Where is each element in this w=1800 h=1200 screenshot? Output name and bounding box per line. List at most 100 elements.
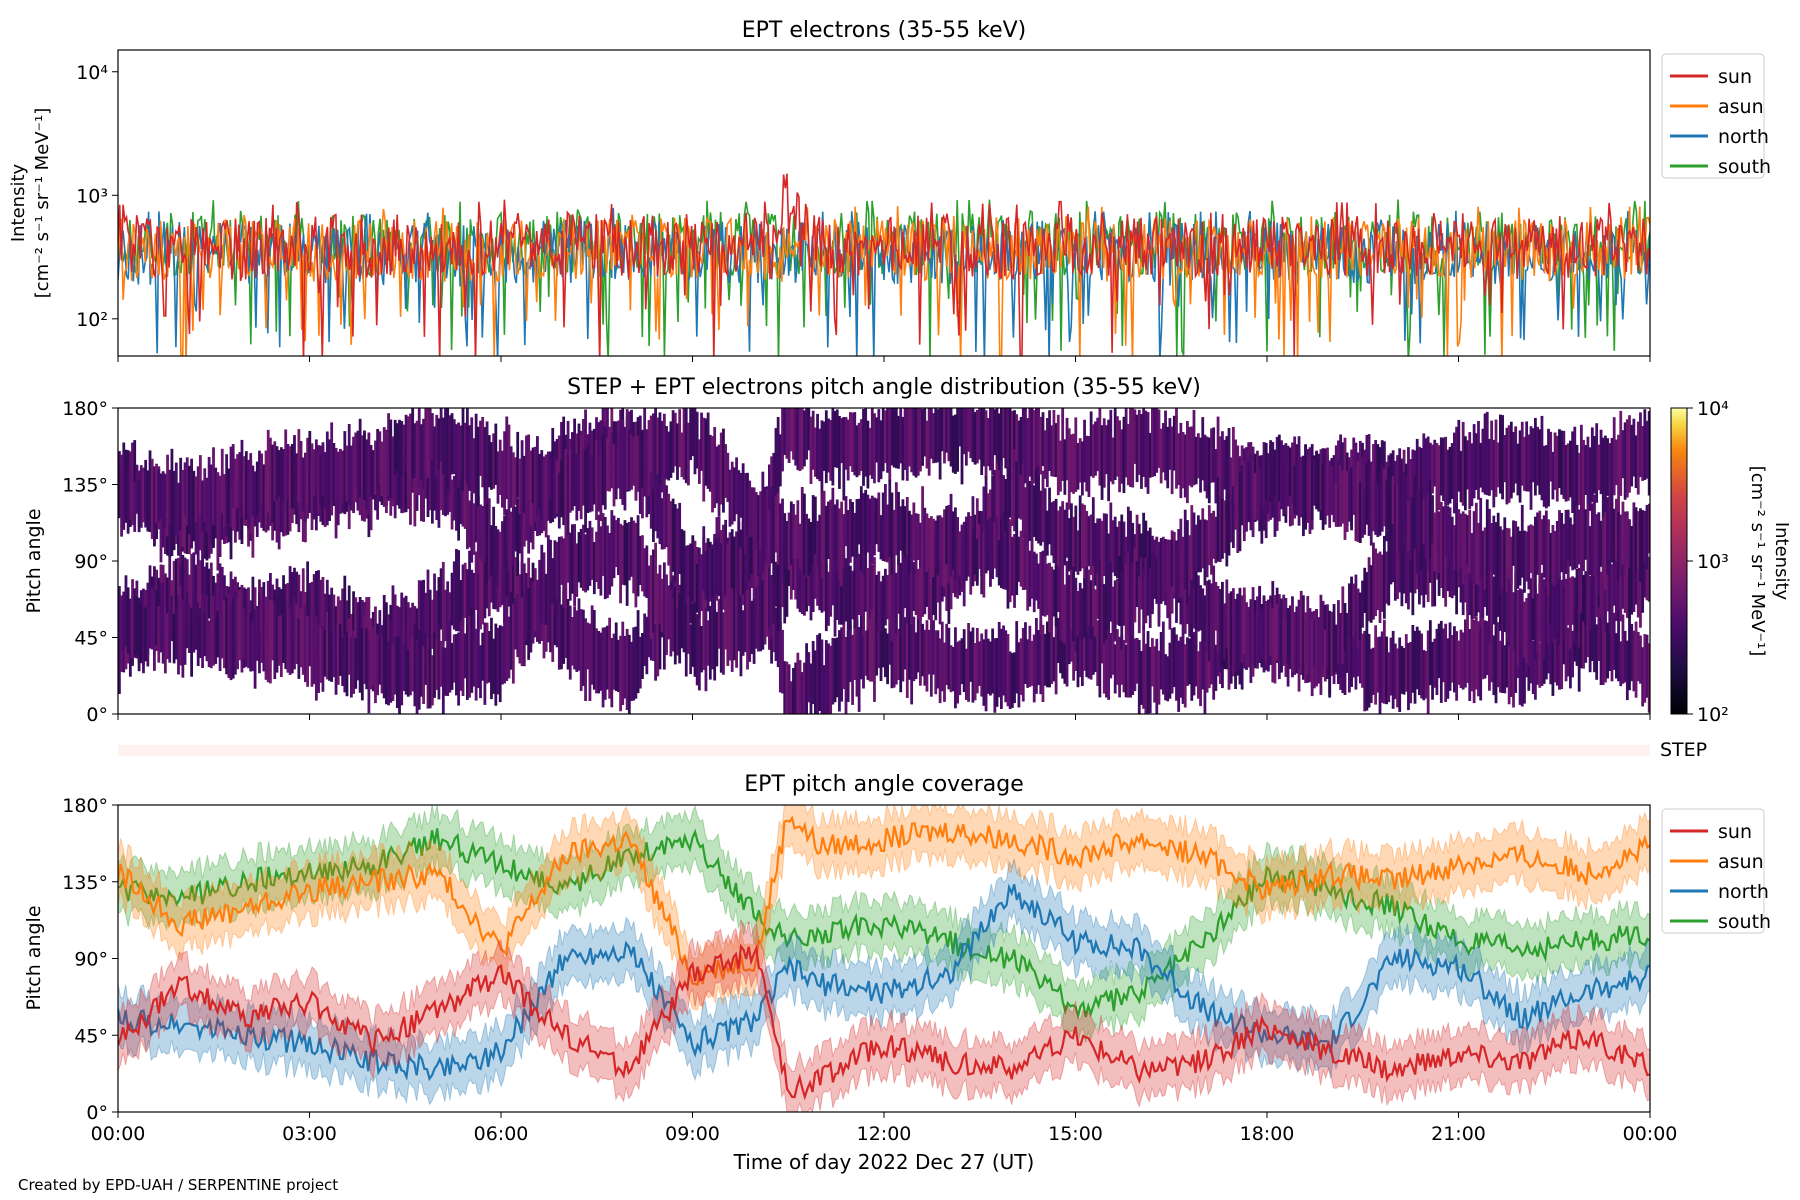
pad-cell bbox=[658, 600, 662, 670]
pad-cell bbox=[1015, 461, 1019, 538]
pad-cell bbox=[1496, 512, 1500, 575]
pad-cell bbox=[1076, 611, 1080, 688]
pad-cell bbox=[592, 610, 596, 690]
pad-cell bbox=[1028, 550, 1032, 607]
pad-cell bbox=[319, 627, 323, 683]
pad-cell bbox=[354, 637, 358, 689]
pad-cell bbox=[1595, 568, 1599, 618]
pad-cell bbox=[1032, 551, 1036, 613]
pad-cell bbox=[1540, 519, 1544, 565]
pad-cell bbox=[927, 629, 931, 675]
pad-cell bbox=[203, 612, 207, 657]
pad-cell bbox=[647, 420, 651, 497]
pad-cell bbox=[1393, 484, 1397, 529]
pad-cell bbox=[803, 493, 806, 576]
pad-cell bbox=[581, 524, 585, 591]
pad-cell bbox=[1409, 641, 1413, 704]
pad-cell bbox=[857, 553, 861, 615]
pad-cell bbox=[1466, 605, 1469, 683]
pad-cell bbox=[1601, 605, 1605, 685]
pad-cell bbox=[811, 410, 815, 470]
pad-cell bbox=[894, 572, 898, 634]
pad-cell bbox=[181, 555, 185, 628]
pad-cell bbox=[778, 503, 782, 576]
pad-cell bbox=[943, 642, 946, 702]
pad-cell bbox=[816, 634, 819, 714]
pad-cell bbox=[546, 468, 550, 521]
pad-cell bbox=[251, 465, 255, 517]
intensity-xticks bbox=[117, 356, 1651, 362]
pad-cell bbox=[1470, 533, 1474, 582]
pad-cell bbox=[761, 580, 765, 650]
pad-cell bbox=[446, 408, 450, 490]
pad-cell bbox=[1043, 430, 1047, 479]
pad-cell bbox=[126, 587, 130, 654]
pad-cell bbox=[529, 450, 533, 526]
pad-cell bbox=[214, 582, 218, 634]
coverage-xtick-label: 03:00 bbox=[282, 1123, 337, 1145]
pad-cell bbox=[157, 606, 161, 663]
pad-cell bbox=[1008, 408, 1012, 463]
pad-cell bbox=[1420, 448, 1423, 513]
pad-cell bbox=[1409, 497, 1413, 561]
pad-cell bbox=[798, 660, 802, 714]
pad-cell bbox=[566, 420, 570, 476]
pad-cell bbox=[507, 496, 511, 571]
pad-cell bbox=[1015, 521, 1019, 595]
pad-cell bbox=[1188, 427, 1191, 486]
pad-cell bbox=[682, 530, 686, 602]
pad-cell bbox=[1380, 464, 1384, 532]
pad-cell bbox=[459, 425, 463, 481]
pad-cell bbox=[1586, 436, 1590, 515]
pad-cell bbox=[614, 622, 618, 691]
pad-cell bbox=[1428, 620, 1432, 686]
intensity-ylabel-line2: [cm⁻² s⁻¹ sr⁻¹ MeV⁻¹] bbox=[32, 108, 53, 299]
pad-cell bbox=[999, 628, 1003, 709]
pad-cell bbox=[124, 575, 128, 647]
pad-cell bbox=[1312, 620, 1316, 667]
pad-cell bbox=[1113, 516, 1117, 577]
pad-cell bbox=[1634, 435, 1638, 488]
pad-cell bbox=[293, 596, 296, 670]
coverage-ytick-label: 90° bbox=[74, 949, 108, 971]
pad-cell bbox=[934, 630, 938, 695]
pad-cell bbox=[706, 620, 710, 666]
pad-cell bbox=[910, 514, 914, 570]
pad-cell bbox=[827, 571, 830, 626]
pad-cell bbox=[190, 607, 194, 677]
pad-cell bbox=[835, 549, 839, 620]
pad-cell bbox=[511, 546, 515, 625]
pad-cell bbox=[726, 543, 730, 596]
pad-cell bbox=[367, 432, 371, 515]
pad-cell bbox=[991, 408, 995, 476]
pad-cell bbox=[1538, 642, 1542, 688]
pad-cell bbox=[947, 505, 951, 583]
pad-cell bbox=[203, 566, 207, 627]
pad-cell bbox=[1026, 418, 1030, 494]
pad-cell bbox=[1223, 500, 1227, 554]
pad-cell bbox=[1490, 613, 1494, 683]
pad-cell bbox=[1216, 477, 1220, 562]
pad-cell bbox=[667, 493, 671, 566]
pad-cell bbox=[1253, 473, 1257, 520]
pad-cell bbox=[1229, 591, 1233, 665]
pad-cell bbox=[301, 457, 305, 512]
pad-cell bbox=[927, 555, 931, 620]
pad-cell bbox=[1205, 436, 1209, 499]
pad-cell bbox=[433, 632, 436, 698]
pad-cell bbox=[833, 638, 837, 703]
pad-cell bbox=[899, 562, 903, 637]
pad-cell bbox=[919, 563, 922, 621]
pad-cell bbox=[514, 506, 517, 552]
pad-cell bbox=[794, 514, 798, 572]
pad-cell bbox=[1076, 443, 1080, 490]
pad-cell bbox=[932, 518, 935, 578]
pad-cell bbox=[1435, 496, 1439, 551]
pad-cell bbox=[1553, 570, 1557, 639]
pad-cell bbox=[155, 463, 158, 523]
pad-cell bbox=[439, 640, 443, 687]
pad-cell bbox=[330, 422, 334, 501]
pad-cell bbox=[864, 408, 868, 477]
pad-cell bbox=[1234, 598, 1237, 672]
pad-cell bbox=[669, 589, 673, 657]
